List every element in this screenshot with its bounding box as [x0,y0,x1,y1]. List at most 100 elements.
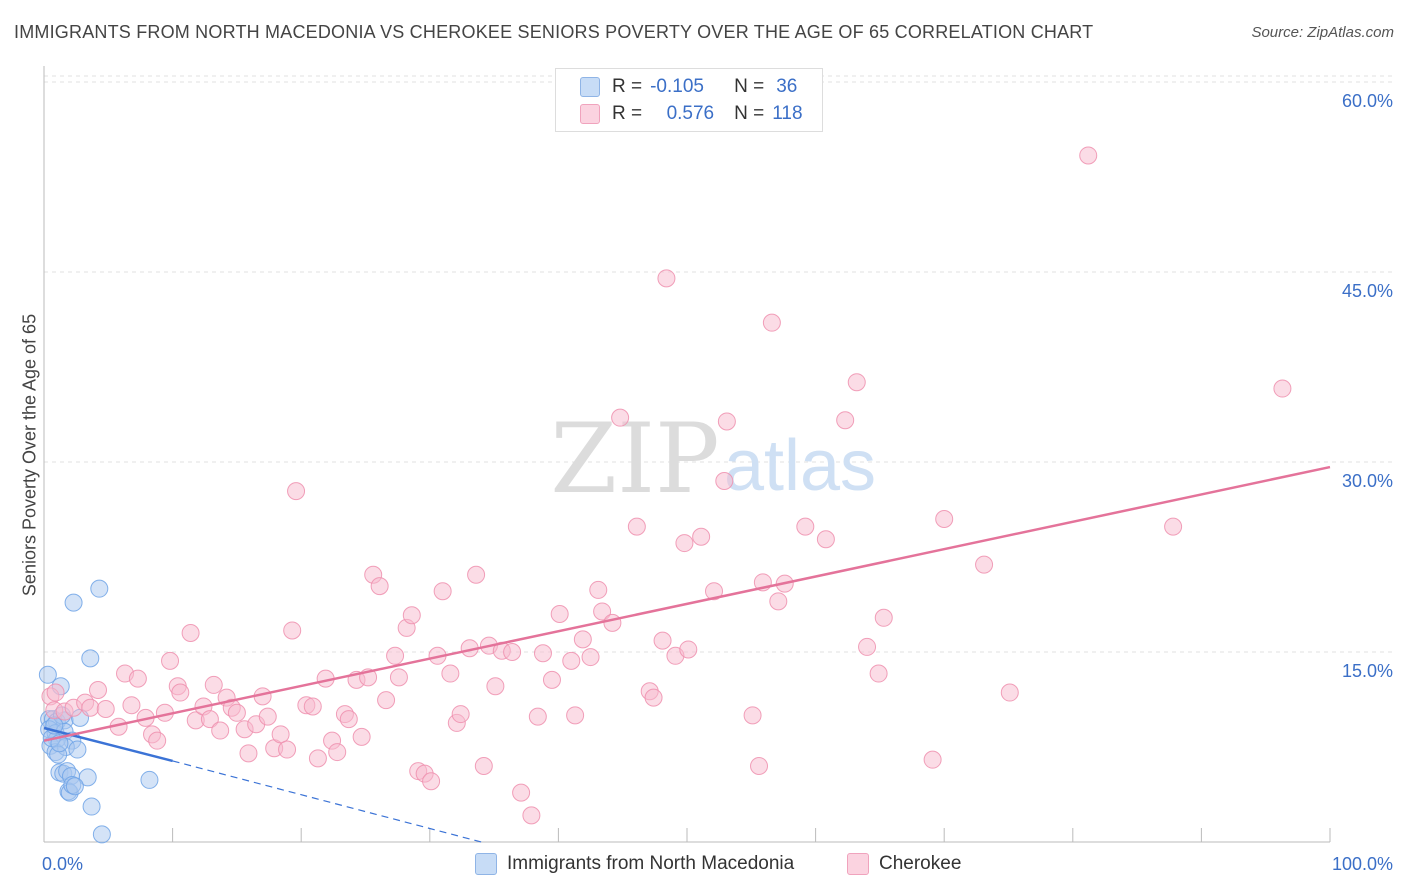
data-point [96,700,115,718]
data-point [611,408,630,427]
legend-label-cherokee: Cherokee [879,853,962,874]
data-point [653,631,672,650]
tick-labels: 15.0% 30.0% 45.0% 60.0% 0.0% 100.0% [42,91,1393,874]
data-point [679,640,698,659]
data-point [81,649,100,668]
data-point [65,777,84,796]
data-point [705,582,724,601]
data-point [627,517,646,536]
data-point [533,644,552,663]
data-point [402,606,421,625]
data-point [122,696,141,715]
data-point [675,534,694,553]
axes [43,66,1331,843]
trend-line-cherokee [43,465,1331,742]
data-point [181,624,200,642]
data-point [769,592,788,611]
legend-item-cherokee: Cherokee [847,851,961,877]
data-point [644,688,663,707]
data-point [528,707,547,726]
data-point [1164,517,1183,536]
legend-item-north-macedonia: Immigrants from North Macedonia [475,851,794,877]
data-point [743,706,762,725]
series-cherokee-points [41,146,1292,825]
data-point [68,740,87,759]
data-point [352,727,371,746]
stats-row-cherokee: R = 0.576 N = 118 [580,101,803,127]
data-point [370,577,389,596]
data-point [308,749,327,768]
data-point [271,725,290,744]
data-point [278,740,297,759]
data-point [258,707,277,726]
data-point [386,646,405,665]
r-value: 0.576 [666,103,715,124]
data-point [148,731,167,750]
data-point [38,665,57,684]
stats-row-north-macedonia: R = -0.105 N = 36 [580,74,797,100]
data-point [550,605,569,623]
data-point [303,697,322,716]
data-point [1000,683,1019,702]
data-point [692,527,711,546]
data-point [715,472,734,490]
data-point [566,706,585,725]
data-point [451,705,470,724]
data-point [750,757,769,775]
data-point [1273,379,1292,398]
x-tick-label: 0.0% [42,854,83,874]
x-tick-label: 100.0% [1332,854,1393,874]
n-value: 36 [776,76,798,97]
data-point [287,482,306,501]
data-point [377,691,396,710]
n-value: 118 [772,103,803,124]
data-point [200,710,219,729]
data-point [512,783,531,802]
data-point [474,757,493,775]
y-axis-label: Seniors Poverty Over the Age of 65 [19,313,40,597]
data-point [78,768,97,787]
data-point [433,582,452,601]
source-label: Source: ZipAtlas.com [1251,24,1394,41]
data-point [328,743,347,762]
y-tick-label: 15.0% [1342,661,1393,681]
data-point [140,770,159,789]
data-point [82,797,101,816]
watermark-atlas: atlas [724,426,876,506]
data-point [389,668,408,687]
data-point [81,698,100,717]
data-point [603,613,622,632]
data-point [589,580,608,599]
data-point [874,608,893,627]
trend-line-north-macedonia-extension [172,760,482,843]
data-point [503,643,522,661]
data-point [204,675,223,694]
data-point [562,651,581,670]
y-tick-label: 30.0% [1342,471,1393,491]
data-point [581,648,600,667]
data-point [796,517,815,536]
data-point [239,744,258,763]
r-value: -0.105 [650,76,704,97]
r-label: R = [612,103,643,124]
chart-title: IMMIGRANTS FROM NORTH MACEDONIA VS CHERO… [14,22,1094,42]
data-point [836,411,855,430]
data-point [593,602,612,621]
swatch-north-macedonia [580,77,600,97]
data-point [858,637,877,656]
data-point [486,677,505,696]
data-point [923,750,942,769]
legend-swatch-north-macedonia [475,853,497,875]
watermark: ZIP atlas [550,403,876,515]
data-point [717,412,736,431]
data-point [171,683,190,702]
legend-label-north-macedonia: Immigrants from North Macedonia [507,853,795,874]
data-point [92,825,111,844]
trend-lines [43,465,1331,843]
data-point [573,630,592,649]
data-point [161,651,180,670]
r-label: R = [612,76,643,97]
data-point [211,721,230,740]
data-point [227,703,246,722]
